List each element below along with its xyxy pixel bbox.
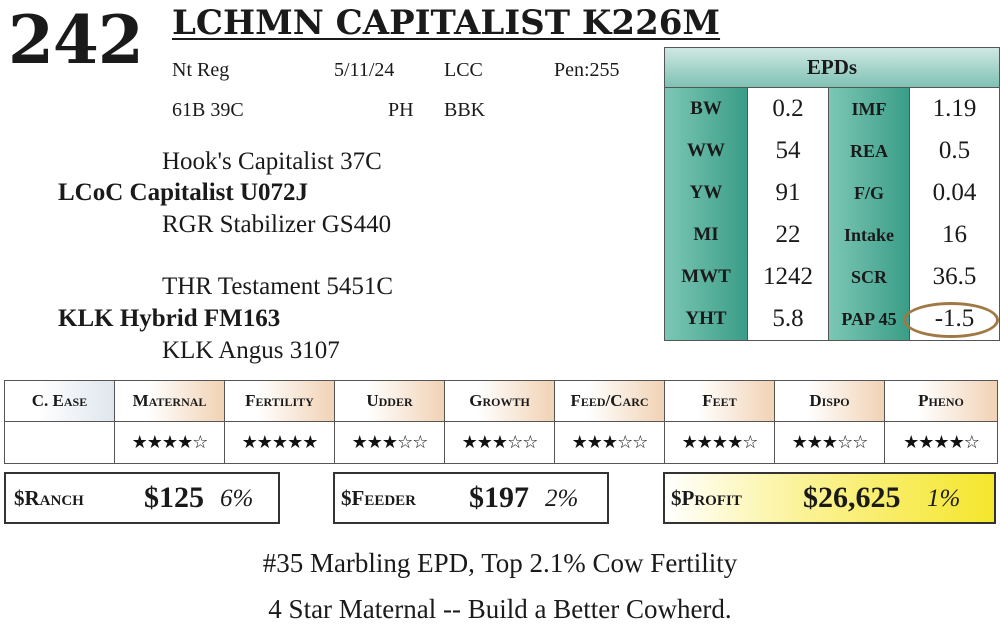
breeder-code: LCC <box>444 59 483 81</box>
epd-value: 1.19 <box>910 88 999 130</box>
epd-label: Intake <box>829 214 910 256</box>
trait-star-rating: ★★★☆☆ <box>571 432 649 453</box>
epd-label: SCR <box>829 256 910 298</box>
trait-ratings-table: C. Ease Maternal ★★★★☆ Fertility ★★★★★ Udder ★… <box>4 380 998 464</box>
epd-value: 1242 <box>748 256 829 298</box>
trait-star-rating: ★★★★☆ <box>681 432 759 453</box>
profit-label: $Profit <box>671 486 742 510</box>
trait-column: Maternal ★★★★☆ <box>115 381 225 463</box>
feeder-percentile: 2% <box>545 485 579 512</box>
trait-star-rating: ★★★★☆ <box>131 432 209 453</box>
pap-highlight-circle <box>903 302 999 338</box>
id-codes: 61B 39C <box>172 99 244 121</box>
trait-name: C. Ease <box>5 381 114 422</box>
birth-date: 5/11/24 <box>334 59 395 81</box>
trait-star-rating: ★★★★★ <box>241 432 319 453</box>
ranch-index-box: $Ranch $125 6% <box>4 472 280 524</box>
trait-column: Fertility ★★★★★ <box>225 381 335 463</box>
trait-name: Feed/Carc <box>555 381 664 422</box>
trait-name: Growth <box>445 381 554 422</box>
epd-label: YW <box>665 172 748 214</box>
epd-value: 54 <box>748 130 829 172</box>
pedigree-dam-sire: THR Testament 5451C <box>162 273 394 300</box>
profit-index-box: $Profit $26,625 1% <box>663 472 996 524</box>
trait-name: Fertility <box>225 381 334 422</box>
ph-code: PH <box>388 99 414 121</box>
trait-star-rating: ★★★★☆ <box>903 432 980 453</box>
footer-line-2: 4 Star Maternal -- Build a Better Cowher… <box>268 594 732 624</box>
trait-column: Growth ★★★☆☆ <box>445 381 555 463</box>
epd-label: MWT <box>665 256 748 298</box>
feeder-amount: $197 <box>469 481 529 514</box>
trait-name: Maternal <box>115 381 224 422</box>
trait-column: Feet ★★★★☆ <box>665 381 775 463</box>
epd-label: F/G <box>829 172 910 214</box>
trait-column: Feed/Carc ★★★☆☆ <box>555 381 665 463</box>
ranch-amount: $125 <box>144 481 204 514</box>
epd-value: 0.2 <box>748 88 829 130</box>
trait-star-rating: ★★★☆☆ <box>461 432 539 453</box>
feeder-label: $Feeder <box>341 486 417 510</box>
trait-column: C. Ease <box>5 381 115 463</box>
epd-value: 36.5 <box>910 256 999 298</box>
registration-status: Nt Reg <box>172 59 230 81</box>
epd-label: PAP 45 <box>829 298 910 340</box>
pen-number: Pen:255 <box>554 59 620 81</box>
lot-number: 242 <box>8 1 144 79</box>
pedigree-dam: KLK Hybrid FM163 <box>58 305 281 332</box>
epd-row: YW 91 F/G 0.04 <box>665 172 999 215</box>
animal-name: LCHMN CAPITALIST K226M <box>172 3 721 43</box>
profit-percentile: 1% <box>927 485 961 512</box>
pedigree-sire-sire: Hook's Capitalist 37C <box>162 148 382 175</box>
epd-label: BW <box>665 88 748 130</box>
pedigree-sire: LCoC Capitalist U072J <box>58 179 309 206</box>
epd-row: MI 22 Intake 16 <box>665 214 999 257</box>
epd-table: EPDs BW 0.2 IMF 1.19 WW 54 REA 0.5 YW 91 F/G 0.04 MI… <box>664 47 1000 341</box>
trait-name: Feet <box>665 381 774 422</box>
epd-title: EPDs <box>665 48 999 88</box>
epd-label: IMF <box>829 88 910 130</box>
epd-row: WW 54 REA 0.5 <box>665 130 999 173</box>
epd-value: 5.8 <box>748 298 829 340</box>
trait-column: Pheno ★★★★☆ <box>885 381 997 463</box>
trait-column: Udder ★★★☆☆ <box>335 381 445 463</box>
epd-label: YHT <box>665 298 748 340</box>
pedigree-dam-dam: KLK Angus 3107 <box>162 337 340 364</box>
trait-name: Dispo <box>775 381 884 422</box>
bbk-code: BBK <box>444 99 486 121</box>
trait-name: Udder <box>335 381 444 422</box>
trait-star-rating: ★★★☆☆ <box>351 432 429 453</box>
ranch-label: $Ranch <box>14 486 84 510</box>
epd-label: REA <box>829 130 910 172</box>
trait-column: Dispo ★★★☆☆ <box>775 381 885 463</box>
epd-value: 0.5 <box>910 130 999 172</box>
epd-value: 91 <box>748 172 829 214</box>
epd-value: 22 <box>748 214 829 256</box>
epd-label: MI <box>665 214 748 256</box>
trait-star-rating: ★★★☆☆ <box>791 432 869 453</box>
epd-row: MWT 1242 SCR 36.5 <box>665 256 999 299</box>
epd-row: BW 0.2 IMF 1.19 <box>665 88 999 131</box>
epd-label: WW <box>665 130 748 172</box>
trait-star-rating <box>5 422 114 463</box>
profit-amount: $26,625 <box>803 481 901 514</box>
pedigree-sire-dam: RGR Stabilizer GS440 <box>162 211 392 238</box>
footer-line-1: #35 Marbling EPD, Top 2.1% Cow Fertility <box>262 548 738 578</box>
epd-value: 16 <box>910 214 999 256</box>
feeder-index-box: $Feeder $197 2% <box>333 472 609 524</box>
ranch-percentile: 6% <box>220 485 254 512</box>
trait-name: Pheno <box>885 381 997 422</box>
epd-value: 0.04 <box>910 172 999 214</box>
